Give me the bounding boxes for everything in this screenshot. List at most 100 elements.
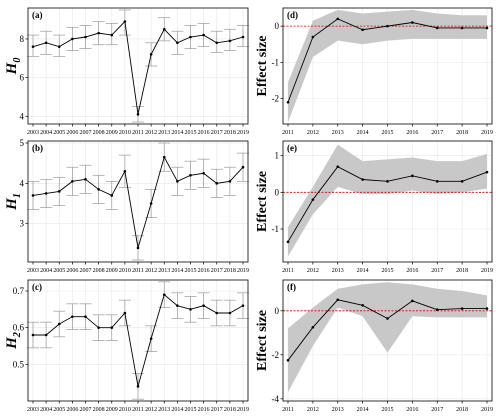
panel-5: -1 0 1 2011 2012 2013 2014 2015 2016 2017 2018 2019… — [255, 140, 493, 274]
x-tick-label: 2003 — [27, 268, 39, 274]
data-point — [176, 180, 179, 183]
data-point — [31, 333, 35, 337]
data-point — [84, 178, 87, 181]
x-tick-label: 2009 — [106, 130, 118, 136]
data-point — [136, 246, 140, 250]
panel-label: (c) — [32, 282, 42, 292]
x-tick-label: 2019 — [237, 407, 249, 413]
x-tick-label: 2008 — [93, 130, 105, 136]
x-tick-label: 2014 — [171, 130, 183, 136]
panel-label: (d) — [287, 10, 298, 20]
data-point — [110, 326, 114, 329]
data-point — [71, 37, 74, 41]
x-tick-label: 2004 — [40, 130, 52, 136]
data-point — [485, 26, 489, 30]
x-tick-label: 2017 — [211, 407, 223, 413]
data-point — [228, 311, 232, 315]
y-axis-label-main: H — [4, 61, 20, 75]
x-tick-label: 2010 — [119, 268, 131, 274]
x-tick-label: 2018 — [456, 268, 468, 274]
y-tick-label: 0 — [275, 187, 280, 197]
y-tick-label: 0.6 — [13, 323, 25, 333]
x-tick-label: 2019 — [237, 268, 249, 274]
data-point — [57, 190, 61, 193]
data-point — [136, 385, 140, 388]
data-point — [311, 35, 315, 39]
data-point — [311, 326, 315, 329]
data-point — [57, 45, 61, 48]
y-tick-label: -2 — [272, 94, 280, 104]
x-tick-label: 2015 — [382, 130, 394, 136]
x-tick-label: 2016 — [198, 407, 210, 413]
x-tick-label: 2014 — [357, 407, 369, 413]
x-tick-label: 2015 — [382, 268, 394, 274]
x-tick-label: 2012 — [145, 130, 157, 136]
x-tick-label: 2004 — [40, 268, 52, 274]
x-tick-label: 2017 — [431, 130, 443, 136]
data-point — [71, 180, 74, 183]
data-point — [435, 26, 439, 30]
data-point — [460, 26, 464, 30]
y-axis-label: H2 — [4, 332, 23, 350]
x-tick-label: 2003 — [27, 130, 39, 136]
panel-4: -2 -1 0 2011 2012 2013 2014 2015 2016 2017 2018 201… — [255, 7, 493, 136]
x-tick-label: 2016 — [198, 130, 210, 136]
data-point — [162, 27, 166, 31]
data-point — [123, 169, 127, 173]
data-point — [149, 202, 153, 205]
data-point — [485, 170, 489, 174]
x-tick-label: 2011 — [132, 407, 144, 413]
x-tick-label: 2013 — [158, 407, 170, 413]
data-point — [202, 171, 205, 175]
data-point — [44, 333, 48, 337]
data-point — [176, 304, 179, 307]
data-point — [162, 155, 166, 159]
y-axis-label-sub: 1 — [12, 193, 23, 198]
data-point — [411, 21, 414, 24]
data-point — [189, 308, 192, 311]
data-point — [202, 33, 205, 37]
y-tick-label: 0.5 — [13, 359, 25, 369]
data-point — [97, 31, 100, 35]
data-point — [336, 17, 340, 21]
data-point — [460, 307, 464, 310]
data-point — [110, 33, 114, 37]
y-axis-label: Effect size — [255, 35, 270, 96]
x-tick-label: 2016 — [406, 130, 418, 136]
data-point — [435, 180, 439, 183]
x-tick-label: 2019 — [481, 130, 493, 136]
x-tick-label: 2011 — [132, 130, 144, 136]
data-point — [386, 317, 389, 320]
x-tick-label: 2013 — [332, 130, 344, 136]
y-tick-label: 8 — [20, 34, 25, 44]
data-point — [286, 359, 290, 362]
data-point — [411, 174, 414, 178]
y-tick-label: 0.7 — [13, 286, 25, 296]
data-point — [84, 315, 87, 318]
data-point — [460, 180, 464, 183]
data-point — [176, 41, 179, 45]
data-point — [435, 308, 439, 312]
x-tick-label: 2019 — [481, 407, 493, 413]
y-tick-label: 1 — [275, 151, 280, 161]
x-tick-label: 2018 — [224, 130, 236, 136]
data-point — [136, 113, 140, 116]
data-point — [215, 182, 219, 185]
y-axis-label-sub: 0 — [12, 58, 23, 63]
x-tick-label: 2016 — [198, 268, 210, 274]
x-tick-label: 2007 — [80, 130, 92, 136]
data-point — [189, 173, 192, 177]
y-tick-label: 6 — [20, 73, 25, 83]
x-tick-label: 2009 — [106, 268, 118, 274]
x-tick-label: 2009 — [106, 407, 118, 413]
y-tick-label: -1 — [272, 224, 280, 234]
x-tick-label: 2017 — [431, 407, 443, 413]
data-point — [241, 304, 245, 307]
data-point — [361, 304, 364, 307]
y-axis-label-sub: 2 — [12, 332, 23, 338]
data-point — [149, 53, 153, 56]
data-point — [149, 337, 153, 340]
y-axis-label: Effect size — [255, 310, 270, 371]
